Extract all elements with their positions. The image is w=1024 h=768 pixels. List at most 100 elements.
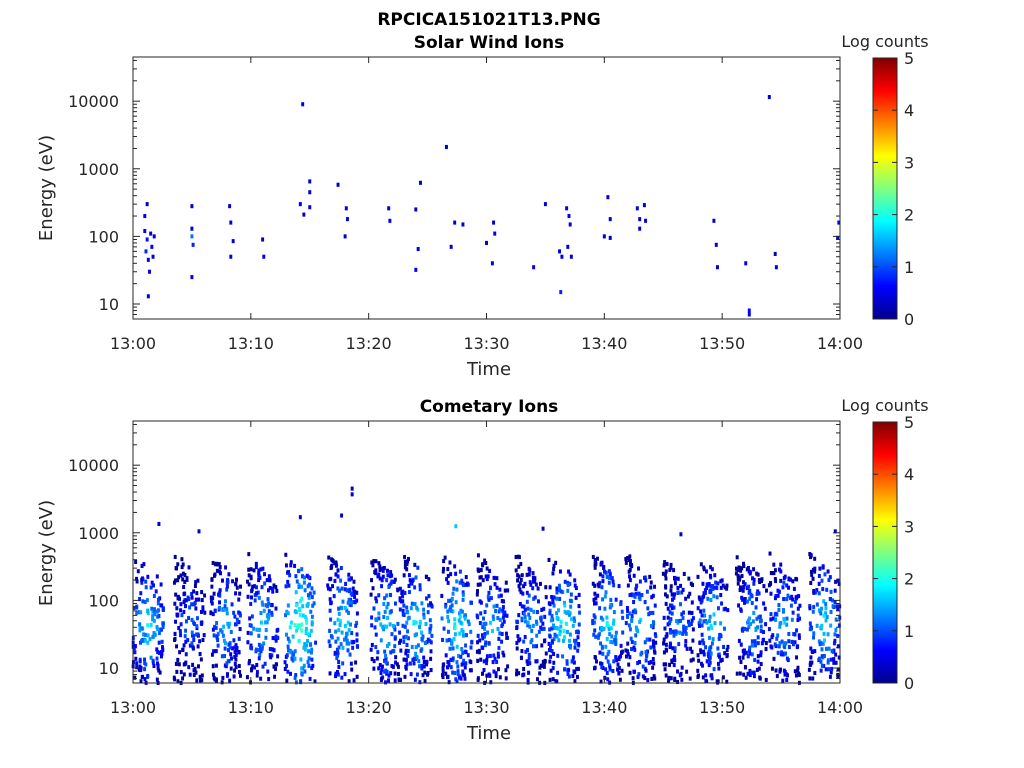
heatmap-cell — [299, 679, 303, 684]
heatmap-cell — [180, 565, 184, 570]
heatmap-cell — [336, 617, 340, 622]
heatmap-cell — [307, 595, 311, 600]
heatmap-cell — [139, 666, 143, 671]
heatmap-cell — [828, 575, 832, 580]
heatmap-cell — [600, 644, 604, 649]
heatmap-cell — [401, 623, 405, 628]
heatmap-cell — [352, 579, 356, 584]
heatmap-cell — [289, 671, 292, 676]
heatmap-cell — [829, 609, 833, 615]
heatmap-cell — [478, 582, 482, 587]
heatmap-cell — [341, 661, 345, 666]
heatmap-cell — [461, 672, 465, 677]
heatmap-cell — [411, 657, 415, 662]
heatmap-cell — [742, 561, 745, 566]
heatmap-cell — [485, 673, 489, 678]
heatmap-cell — [739, 608, 743, 613]
heatmap-cell — [593, 591, 597, 596]
heatmap-cell — [826, 569, 830, 574]
heatmap-cell — [146, 673, 150, 679]
heatmap-cell — [755, 591, 759, 596]
heatmap-cell — [292, 652, 296, 657]
heatmap-cell — [234, 581, 238, 586]
heatmap-cell — [227, 659, 231, 664]
heatmap-cell — [698, 623, 701, 628]
heatmap-cell — [223, 663, 227, 668]
heatmap-cell — [698, 620, 702, 625]
heatmap-cell — [594, 558, 598, 563]
heatmap-cell — [396, 587, 400, 592]
heatmap-cell — [252, 626, 256, 631]
heatmap-cell — [337, 606, 341, 611]
heatmap-cell — [330, 635, 334, 640]
heatmap-cell — [574, 585, 578, 591]
heatmap-cell — [773, 251, 777, 256]
heatmap-cell — [617, 584, 621, 589]
heatmap-cell — [575, 674, 579, 679]
heatmap-cell — [184, 604, 187, 609]
heatmap-cell — [229, 220, 233, 225]
heatmap-cell — [389, 570, 393, 575]
heatmap-cell — [346, 648, 350, 653]
heatmap-cell — [274, 637, 278, 642]
heatmap-cell — [237, 636, 241, 641]
heatmap-cell — [160, 603, 164, 608]
heatmap-cell — [552, 563, 556, 568]
heatmap-cell — [353, 600, 357, 605]
heatmap-cell — [636, 660, 640, 666]
heatmap-cell — [442, 566, 445, 571]
heatmap-cell — [501, 622, 505, 627]
heatmap-cell — [440, 616, 444, 621]
x-tick-label: 13:10 — [228, 334, 274, 353]
heatmap-cell — [663, 667, 667, 672]
heatmap-cell — [787, 639, 791, 644]
heatmap-cell — [294, 610, 298, 615]
heatmap-cell — [194, 670, 198, 675]
heatmap-cell — [405, 605, 409, 610]
heatmap-cell — [294, 574, 298, 579]
heatmap-cell — [454, 600, 458, 605]
heatmap-cell — [146, 257, 150, 262]
heatmap-cell — [614, 641, 618, 646]
heatmap-cell — [569, 604, 573, 609]
heatmap-cell — [758, 675, 762, 680]
heatmap-cell — [829, 597, 833, 602]
heatmap-cell — [267, 616, 271, 621]
heatmap-cell — [447, 663, 451, 668]
heatmap-cell — [833, 632, 837, 637]
heatmap-cell — [469, 645, 473, 650]
heatmap-cell — [481, 562, 485, 567]
heatmap-cell — [182, 584, 186, 590]
heatmap-cell — [220, 629, 224, 634]
heatmap-cell — [419, 648, 423, 653]
heatmap-cell — [343, 587, 347, 592]
heatmap-cell — [836, 644, 840, 649]
heatmap-cell — [403, 565, 407, 570]
heatmap-cell — [216, 631, 220, 636]
heatmap-cell — [446, 659, 450, 665]
heatmap-cell — [818, 566, 822, 571]
heatmap-cell — [566, 582, 570, 588]
heatmap-cell — [735, 555, 739, 560]
heatmap-cell — [565, 206, 569, 211]
heatmap-cell — [209, 611, 213, 616]
heatmap-cell — [449, 657, 453, 662]
heatmap-cell — [155, 625, 159, 630]
heatmap-cell — [638, 659, 641, 665]
heatmap-cell — [176, 612, 180, 617]
heatmap-cell — [525, 659, 529, 664]
heatmap-cell — [179, 633, 183, 638]
heatmap-cell — [648, 637, 652, 642]
heatmap-cell — [155, 574, 159, 579]
heatmap-cell — [476, 567, 480, 572]
heatmap-cell — [143, 228, 147, 234]
heatmap-cell — [629, 636, 633, 641]
heatmap-cell — [515, 672, 519, 677]
heatmap-cell — [783, 644, 787, 650]
heatmap-cell — [355, 620, 359, 625]
heatmap-cell — [469, 600, 473, 605]
heatmap-cell — [193, 583, 197, 588]
heatmap-cell — [451, 646, 455, 651]
heatmap-cell — [738, 655, 742, 660]
